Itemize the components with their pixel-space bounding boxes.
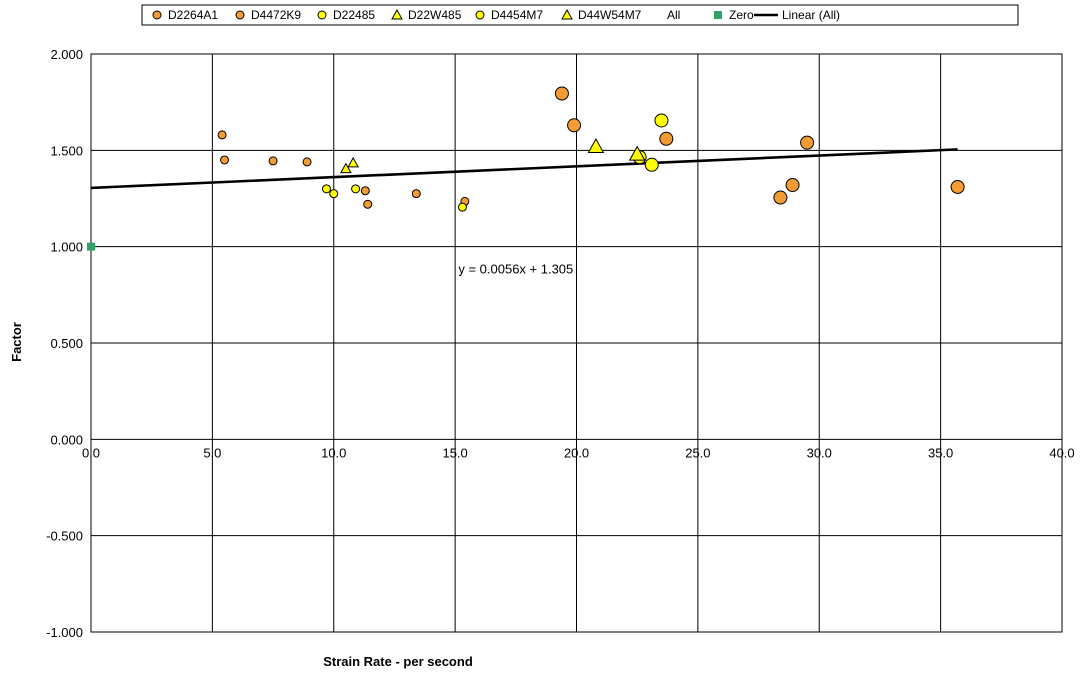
legend-item: D22W485 (391, 8, 462, 22)
data-points (87, 86, 965, 251)
legend-item: D44W54M7 (561, 8, 642, 22)
data-point (220, 155, 230, 165)
data-point (659, 131, 674, 146)
x-tick-label: 40.0 (1049, 445, 1074, 460)
legend-label: Linear (All) (782, 8, 840, 22)
y-axis-label: Factor (9, 322, 24, 362)
data-point (411, 189, 421, 199)
legend-label: All (667, 8, 680, 22)
y-tick-label: 2.000 (50, 47, 83, 62)
data-point (321, 184, 331, 194)
y-tick-label: -0.500 (46, 529, 83, 544)
legend-marker (561, 8, 573, 20)
data-point (628, 145, 646, 161)
series-d22w485 (340, 156, 360, 174)
trendline-layer (90, 148, 958, 190)
legend-item: D4472K9 (235, 8, 301, 22)
series-d4472k9 (554, 86, 965, 205)
x-tick-label: 35.0 (928, 445, 953, 460)
data-point (950, 179, 965, 194)
x-tick-label: 15.0 (442, 445, 467, 460)
legend-marker (475, 10, 485, 20)
data-point (363, 199, 373, 209)
x-tick-label: 5.0 (203, 445, 221, 460)
y-tick-label: 0.000 (50, 432, 83, 447)
data-point (457, 202, 467, 212)
grid (90, 53, 1063, 633)
data-point (217, 130, 227, 140)
legend-label: Zero (729, 8, 754, 22)
legend-marker (714, 11, 722, 19)
y-tick-label: 1.000 (50, 240, 83, 255)
legend-label: D4472K9 (251, 8, 301, 22)
data-point (302, 157, 312, 167)
data-point (587, 137, 605, 153)
legend-marker (317, 10, 327, 20)
tick-labels: 2.000 1.500 1.000 0.500 0.000 -0.500 -1.000 0.0… (46, 47, 1075, 640)
x-tick-label: 20.0 (564, 445, 589, 460)
legend-label: D22W485 (408, 8, 462, 22)
series-zero (87, 242, 95, 251)
legend-marker (152, 10, 162, 20)
data-point (773, 190, 788, 205)
data-point (785, 178, 800, 193)
data-point (567, 118, 582, 133)
legend-item: D22485 (317, 8, 375, 22)
legend-label: D44W54M7 (578, 8, 642, 22)
series-d22485 (321, 184, 467, 212)
x-axis-label: Strain Rate - per second (323, 654, 473, 669)
data-point (360, 186, 370, 196)
data-point (347, 156, 360, 168)
legend-item: Linear (All) (754, 8, 840, 22)
legend-box (141, 4, 1019, 26)
legend-label: D2264A1 (168, 8, 218, 22)
legend: D2264A1 D4472K9 D22485 D22W485 D4454M7 D44W54… (141, 4, 1019, 26)
y-tick-label: 1.500 (50, 143, 83, 158)
annotations: y = 0.0056x + 1.305 (458, 262, 573, 277)
y-tick-label: -1.000 (46, 625, 83, 640)
legend-marker (235, 10, 245, 20)
x-tick-label: 10.0 (321, 445, 346, 460)
legend-marker (391, 8, 403, 20)
y-tick-label: 0.500 (50, 336, 83, 351)
data-point (351, 184, 361, 194)
x-tick-label: 30.0 (807, 445, 832, 460)
legend-label: D22485 (333, 8, 375, 22)
data-point (800, 135, 815, 150)
legend-item: D2264A1 (152, 8, 218, 22)
series-d2264a1 (217, 130, 470, 209)
data-point (644, 157, 659, 172)
data-point (87, 242, 95, 251)
data-point (268, 156, 278, 166)
data-point (654, 113, 669, 128)
legend-item: Zero (714, 8, 754, 22)
trendline-equation: y = 0.0056x + 1.305 (458, 262, 573, 277)
x-tick-label: 25.0 (685, 445, 710, 460)
data-point (340, 162, 352, 174)
legend-label: D4454M7 (491, 8, 543, 22)
trendline (90, 148, 958, 190)
x-tick-label: 0.0 (82, 445, 100, 460)
data-point (554, 86, 569, 101)
data-point (329, 189, 339, 199)
legend-item: All (667, 8, 680, 22)
series-d44w54m7 (587, 137, 646, 161)
legend-item: D4454M7 (475, 8, 543, 22)
